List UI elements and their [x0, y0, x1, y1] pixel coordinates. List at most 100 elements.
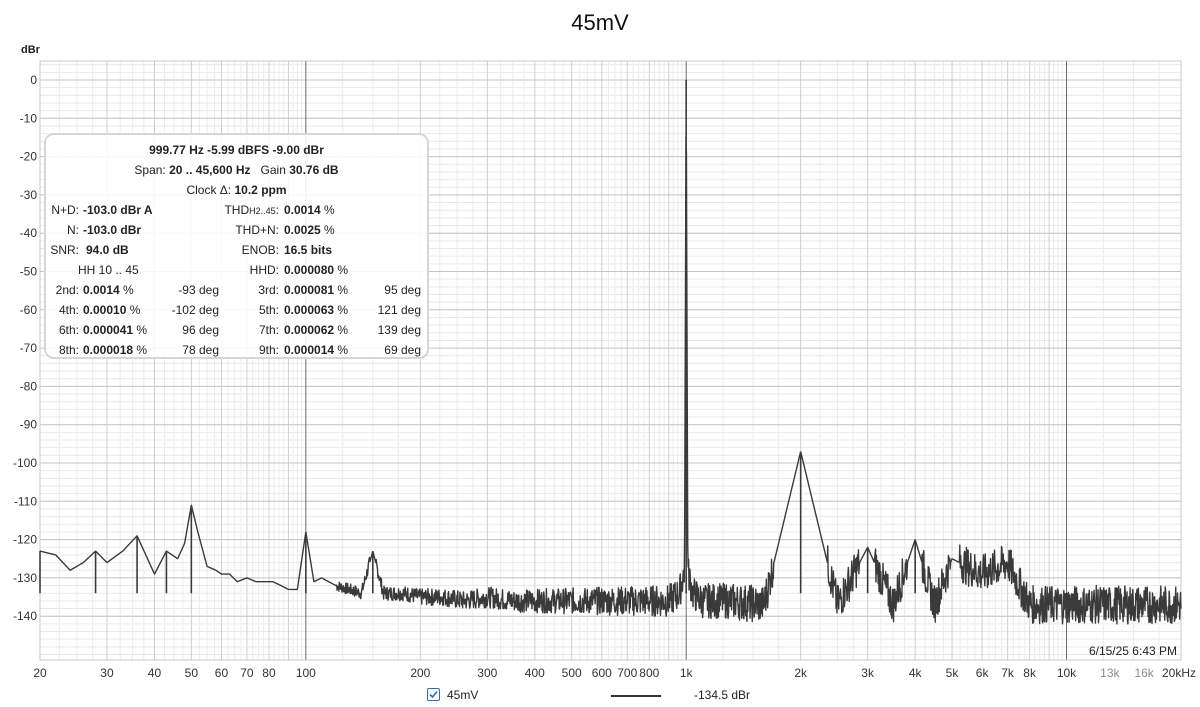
y-tick-label: -70 — [20, 341, 38, 355]
x-tick-label: 1k — [680, 666, 694, 680]
harmonic-value: 0.0014 % — [83, 283, 134, 297]
harmonic-row: 6th: 0.000041 % 96 deg 7th: 0.000062 % 1… — [46, 320, 427, 340]
harmonic-label: 8th: — [58, 343, 79, 357]
nd-thd-row: N+D: -103.0 dBr A THDH2..45: 0.0014 % — [46, 200, 427, 220]
n-label: N: — [67, 223, 79, 237]
x-tick-label: 100 — [296, 666, 316, 680]
harmonic-label: 9th: — [258, 343, 279, 357]
harmonic-value: 0.000014 % — [284, 343, 349, 357]
harmonic-phase: 139 deg — [377, 323, 421, 337]
clock-label: Clock Δ: — [186, 183, 232, 197]
harmonic-row: 2nd: 0.0014 % -93 deg 3rd: 0.000081 % 95… — [46, 280, 427, 300]
x-tick-label: 80 — [262, 666, 276, 680]
x-tick-label: 5k — [946, 666, 960, 680]
harmonic-label: 6th: — [58, 323, 79, 337]
harmonic-phase: 69 deg — [384, 343, 421, 357]
nd-value: -103.0 dBr A — [83, 203, 153, 217]
harmonic-phase: -93 deg — [178, 283, 219, 297]
snr-enob-row: SNR: 94.0 dB ENOB: 16.5 bits — [46, 240, 427, 260]
nd-label: N+D: — [51, 203, 79, 217]
harmonic-label: 4th: — [58, 303, 79, 317]
legend-series-name: 45mV — [447, 688, 479, 702]
x-tick-label: 200 — [410, 666, 430, 680]
x-tick-label: 20 — [33, 666, 47, 680]
snr-value: 94.0 dB — [86, 243, 129, 257]
chart-title: 45mV — [571, 10, 629, 35]
x-tick-label: 7k — [1001, 666, 1015, 680]
harmonic-label: 2nd: — [55, 283, 79, 297]
x-tick-label: 4k — [909, 666, 923, 680]
y-tick-label: -20 — [20, 150, 38, 164]
thd-value: 0.0014 % — [284, 203, 335, 217]
enob-label: ENOB: — [241, 243, 279, 257]
thdn-label: THD+N: — [235, 223, 279, 237]
harmonic-row: 8th: 0.000018 % 78 deg 9th: 0.000014 % 6… — [46, 340, 427, 360]
x-tick-label: 40 — [148, 666, 162, 680]
x-tick-label: 700 — [617, 666, 637, 680]
x-tick-label: 500 — [562, 666, 582, 680]
enob-value: 16.5 bits — [284, 243, 333, 257]
harmonic-value: 0.000081 % — [284, 283, 349, 297]
harmonic-value: 0.000018 % — [83, 343, 148, 357]
harmonic-phase: 121 deg — [377, 303, 421, 317]
fundamental-readout: 999.77 Hz -5.99 dBFS -9.00 dBr — [46, 140, 427, 160]
y-axis-ticks: 0 -10 -20 -30 -40 -50 -60 -70 -80 -90 -100 -110 -120… — [13, 73, 37, 623]
y-tick-label: -50 — [20, 265, 38, 279]
legend-line-swatch — [611, 695, 661, 697]
legend: 45mV -134.5 dBr — [0, 686, 1200, 706]
clock-value: 10.2 ppm — [234, 183, 287, 197]
y-tick-label: -120 — [13, 533, 37, 547]
series-visibility-checkbox[interactable] — [427, 688, 440, 701]
x-tick-label: 16k — [1134, 666, 1154, 680]
y-tick-label: -90 — [20, 418, 38, 432]
x-tick-label: 8k — [1023, 666, 1037, 680]
harmonic-phase: -102 deg — [171, 303, 219, 317]
x-axis-ticks: 20 30 40 50 60 70 80 100 200 300 400 500 600 700 800 1k… — [33, 666, 1196, 680]
snr-label: SNR: — [50, 243, 79, 257]
checkmark-icon — [429, 690, 438, 699]
hh-row: HH 10 .. 45 HHD: 0.000080 % — [46, 260, 427, 280]
y-tick-label: -10 — [20, 111, 38, 125]
y-tick-label: -110 — [14, 494, 37, 508]
harmonic-phase: 78 deg — [182, 343, 219, 357]
span-value: 20 .. 45,600 Hz — [169, 163, 251, 177]
x-tick-label: 3k — [861, 666, 875, 680]
x-tick-label: 400 — [525, 666, 545, 680]
y-tick-label: -130 — [13, 571, 37, 585]
y-tick-label: -140 — [13, 609, 37, 623]
x-tick-label: 20kHz — [1162, 666, 1196, 680]
y-tick-label: 0 — [30, 73, 37, 87]
series-line — [39, 136, 1182, 625]
harmonic-label: 5th: — [258, 303, 279, 317]
x-tick-label: 50 — [185, 666, 199, 680]
x-tick-label: 300 — [477, 666, 497, 680]
x-tick-label: 6k — [976, 666, 990, 680]
thdn-value: 0.0025 % — [284, 223, 335, 237]
legend-cursor-value: -134.5 dBr — [694, 688, 751, 702]
hhd-value: 0.000080 % — [284, 263, 349, 277]
timestamp: 6/15/25 6:43 PM — [1089, 644, 1177, 658]
harmonic-phase: 96 deg — [182, 323, 219, 337]
harmonic-label: 7th: — [258, 323, 279, 337]
y-tick-label: -60 — [20, 303, 38, 317]
series-layer — [39, 80, 1182, 625]
x-tick-label: 13k — [1100, 666, 1120, 680]
harmonic-row: 4th: 0.00010 % -102 deg 5th: 0.000063 % … — [46, 300, 427, 320]
y-tick-label: -100 — [13, 456, 37, 470]
harmonic-phase: 95 deg — [384, 283, 421, 297]
thd-label: THDH2..45: — [224, 203, 279, 217]
span-label: Span: — [134, 163, 166, 177]
n-value: -103.0 dBr — [83, 223, 142, 237]
hh-label: HH 10 .. 45 — [78, 263, 139, 277]
y-tick-label: -30 — [20, 188, 38, 202]
x-tick-label: 60 — [215, 666, 229, 680]
fundamental-values: 999.77 Hz -5.99 dBFS -9.00 dBr — [149, 143, 324, 157]
plot-area — [39, 60, 1182, 661]
harmonic-value: 0.000041 % — [83, 323, 148, 337]
y-axis-unit: dBr — [21, 44, 41, 56]
measurement-info-box: 999.77 Hz -5.99 dBFS -9.00 dBr Span: 20 … — [44, 133, 429, 359]
span-gain-row: Span: 20 .. 45,600 Hz Gain 30.76 dB — [46, 160, 427, 180]
x-tick-label: 2k — [794, 666, 808, 680]
harmonic-label: 3rd: — [258, 283, 279, 297]
x-tick-label: 600 — [592, 666, 612, 680]
